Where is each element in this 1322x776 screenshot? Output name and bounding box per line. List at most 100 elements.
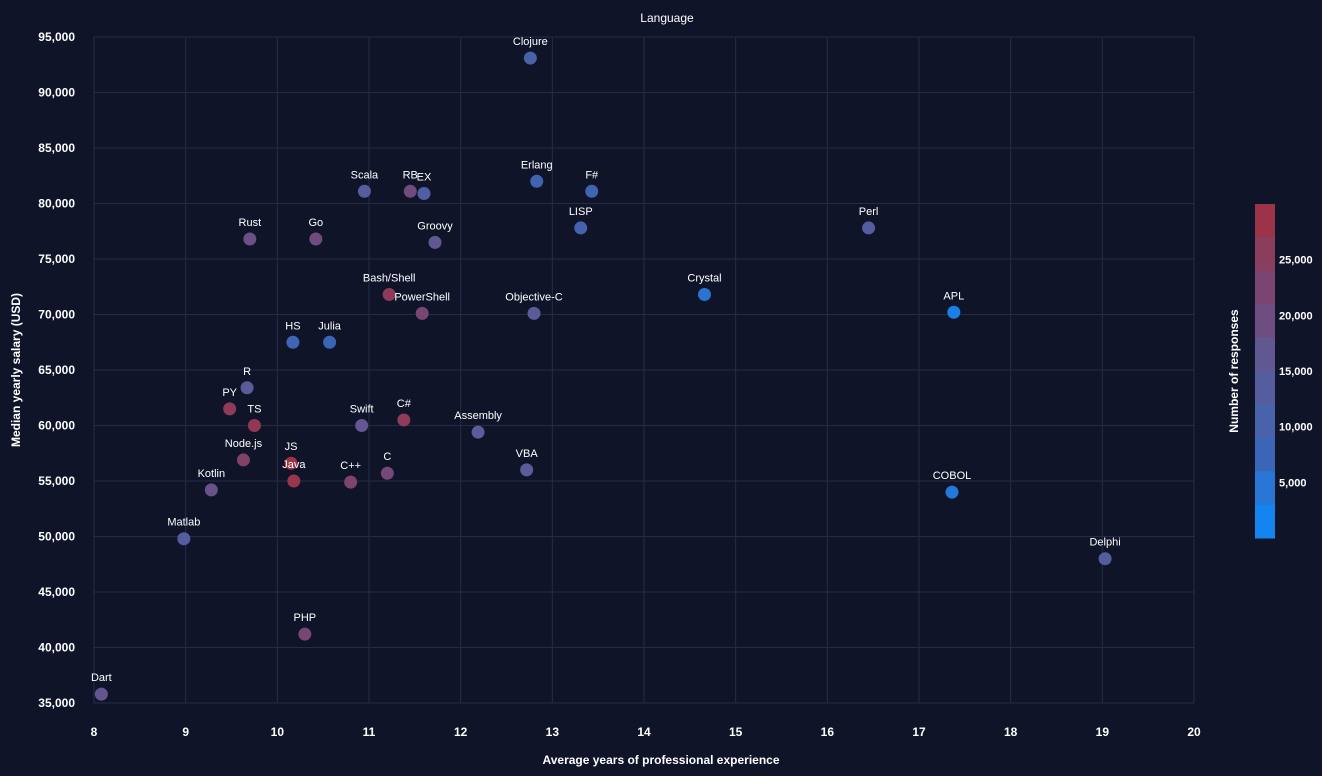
point-marker[interactable] (284, 456, 298, 470)
scatter-point[interactable]: Delphi (1089, 537, 1121, 566)
scatter-point[interactable]: APL (943, 290, 964, 319)
point-marker[interactable] (243, 232, 257, 246)
point-label: Matlab (167, 517, 200, 529)
point-marker[interactable] (945, 485, 959, 499)
colorbar-bands (1255, 204, 1275, 539)
point-marker[interactable] (344, 475, 358, 489)
point-label: C# (397, 398, 412, 410)
point-marker[interactable] (298, 627, 312, 641)
scatter-point[interactable]: COBOL (933, 470, 972, 499)
point-marker[interactable] (397, 413, 411, 427)
point-marker[interactable] (177, 532, 191, 546)
scatter-point[interactable]: C++ (340, 460, 361, 489)
point-label: JS (285, 441, 298, 453)
scatter-point[interactable]: TS (247, 404, 261, 433)
colorbar-tick-label: 15,000 (1279, 366, 1313, 378)
point-marker[interactable] (428, 235, 442, 249)
scatter-point[interactable]: Julia (318, 320, 342, 349)
scatter-point[interactable]: F# (585, 169, 599, 198)
scatter-point[interactable]: PY (222, 387, 238, 416)
colorbar-band (1255, 471, 1275, 506)
y-tick-label: 90,000 (38, 86, 75, 100)
scatter-point[interactable]: Assembly (454, 410, 502, 439)
point-label: HS (285, 320, 300, 332)
point-marker[interactable] (698, 288, 711, 302)
x-tick-label: 14 (637, 725, 651, 739)
y-tick-label: 45,000 (38, 585, 75, 599)
scatter-point[interactable]: EX (417, 172, 432, 201)
point-marker[interactable] (520, 463, 534, 477)
point-marker[interactable] (382, 288, 396, 302)
y-tick-label: 40,000 (38, 641, 75, 655)
point-marker[interactable] (862, 221, 876, 235)
point-marker[interactable] (471, 425, 485, 439)
point-marker[interactable] (574, 221, 588, 235)
scatter-point[interactable]: Groovy (417, 220, 453, 249)
point-marker[interactable] (357, 184, 371, 198)
colorbar-band (1255, 371, 1275, 405)
point-marker[interactable] (204, 483, 218, 497)
scatter-point[interactable]: PHP (294, 612, 317, 641)
scatter-point[interactable]: Go (308, 217, 323, 246)
scatter-point[interactable]: LISP (569, 206, 593, 235)
point-marker[interactable] (240, 381, 254, 395)
scatter-point[interactable]: Bash/Shell (363, 273, 416, 302)
scatter-point[interactable]: Erlang (521, 159, 553, 188)
scatter-point[interactable]: Scala (351, 169, 379, 198)
point-marker[interactable] (523, 51, 537, 65)
point-marker[interactable] (236, 453, 250, 467)
scatter-point[interactable]: HS (285, 320, 301, 349)
y-tick-label: 65,000 (38, 363, 75, 377)
point-marker[interactable] (287, 474, 301, 488)
colorbar-tick-label: 25,000 (1279, 255, 1313, 267)
scatter-point[interactable]: Swift (350, 404, 374, 433)
point-marker[interactable] (530, 174, 544, 188)
x-tick-label: 9 (182, 725, 189, 739)
point-marker[interactable] (286, 335, 300, 349)
point-label: Swift (350, 404, 374, 416)
scatter-point[interactable]: Rust (239, 217, 262, 246)
y-tick-label: 75,000 (38, 252, 75, 266)
scatter-point[interactable]: Java (282, 459, 306, 488)
scatter-point[interactable]: Matlab (167, 517, 200, 546)
scatter-point[interactable]: RB (403, 169, 418, 198)
x-tick-label: 16 (821, 725, 835, 739)
scatter-point[interactable]: C (380, 451, 394, 480)
colorbar-band (1255, 237, 1275, 272)
y-tick-label: 95,000 (38, 30, 75, 44)
scatter-point[interactable]: Kotlin (198, 468, 226, 497)
point-marker[interactable] (223, 402, 237, 416)
scatter-point[interactable]: JS (284, 441, 298, 470)
point-label: Node.js (225, 438, 263, 450)
point-marker[interactable] (309, 232, 323, 246)
scatter-point[interactable]: Crystal (687, 273, 722, 302)
point-label: PowerShell (394, 291, 450, 303)
scatter-point[interactable]: Dart (91, 672, 112, 701)
point-marker[interactable] (355, 419, 369, 432)
scatter-point[interactable]: R (240, 366, 254, 395)
point-marker[interactable] (323, 335, 337, 349)
scatter-point[interactable]: C# (397, 398, 412, 427)
point-marker[interactable] (1098, 552, 1112, 566)
x-tick-label: 11 (363, 725, 376, 739)
scatter-point[interactable]: Objective-C (505, 291, 563, 320)
scatter-point[interactable]: VBA (516, 448, 539, 477)
scatter-point[interactable]: Clojure (513, 36, 548, 65)
point-marker[interactable] (417, 187, 431, 201)
scatter-point[interactable]: Perl (859, 206, 879, 235)
point-marker[interactable] (380, 466, 394, 480)
scatter-point[interactable]: PowerShell (394, 291, 450, 320)
y-tick-label: 85,000 (38, 141, 75, 155)
scatter-point[interactable]: Node.js (225, 438, 263, 467)
point-marker[interactable] (585, 184, 599, 198)
point-marker[interactable] (947, 305, 961, 319)
point-label: APL (943, 290, 964, 302)
point-marker[interactable] (94, 687, 108, 701)
point-marker[interactable] (247, 419, 261, 432)
point-marker[interactable] (415, 306, 429, 320)
point-marker[interactable] (403, 184, 417, 198)
point-marker[interactable] (527, 306, 541, 320)
colorbar-band (1255, 504, 1275, 539)
point-label: Scala (351, 169, 379, 181)
